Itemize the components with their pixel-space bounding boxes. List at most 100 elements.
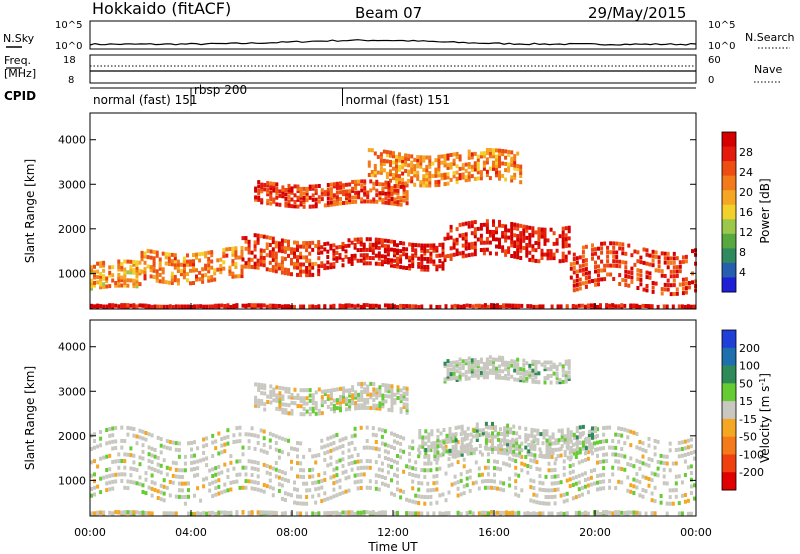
- heatmap-cell: [156, 435, 160, 440]
- heatmap-cell: [217, 484, 221, 489]
- heatmap-cell: [272, 392, 276, 397]
- heatmap-cell: [314, 184, 318, 189]
- heatmap-cell: [231, 259, 235, 264]
- heatmap-cell: [513, 233, 517, 238]
- heatmap-cell: [401, 171, 405, 176]
- heatmap-cell: [360, 389, 364, 394]
- heatmap-cell: [257, 191, 261, 196]
- heatmap-cell: [117, 510, 121, 515]
- heatmap-cell: [241, 485, 245, 490]
- heatmap-cell: [383, 482, 387, 487]
- heatmap-cell: [262, 483, 266, 487]
- heatmap-cell: [580, 459, 584, 464]
- heatmap-cell: [114, 472, 118, 477]
- heatmap-cell: [259, 448, 263, 453]
- heatmap-cell: [132, 268, 136, 273]
- heatmap-cell: [484, 446, 488, 451]
- heatmap-cell: [641, 494, 645, 499]
- heatmap-cell: [528, 363, 532, 368]
- heatmap-cell: [410, 160, 414, 165]
- heatmap-cell: [569, 430, 573, 435]
- heatmap-cell: [443, 258, 447, 263]
- heatmap-cell: [510, 239, 514, 244]
- heatmap-cell: [629, 489, 633, 494]
- heatmap-cell: [108, 284, 112, 289]
- heatmap-cell: [365, 510, 369, 515]
- heatmap-cell: [311, 204, 315, 209]
- heatmap-cell: [155, 275, 159, 280]
- heatmap-cell: [105, 488, 109, 493]
- heatmap-cell: [348, 404, 352, 409]
- heatmap-cell: [620, 303, 624, 308]
- heatmap-cell: [332, 254, 336, 258]
- heatmap-cell: [341, 510, 345, 515]
- heatmap-cell: [407, 163, 411, 168]
- heatmap-cell: [381, 198, 385, 203]
- noise-left-label: N.Sky: [3, 32, 35, 45]
- heatmap-cell: [408, 451, 412, 456]
- heatmap-cell: [335, 201, 339, 206]
- heatmap-cell: [540, 234, 544, 239]
- heatmap-cell: [308, 269, 312, 274]
- heatmap-cell: [387, 189, 391, 194]
- heatmap-cell: [657, 268, 661, 273]
- heatmap-cell: [464, 168, 468, 173]
- heatmap-cell: [544, 495, 548, 499]
- heatmap-cell: [339, 405, 342, 410]
- heatmap-cell: [548, 441, 552, 446]
- heatmap-cell: [99, 476, 103, 481]
- heatmap-cell: [566, 455, 570, 460]
- heatmap-cell: [577, 303, 581, 308]
- heatmap-cell: [617, 453, 621, 458]
- heatmap-cell: [171, 305, 175, 309]
- heatmap-cell: [597, 269, 600, 273]
- heatmap-cell: [499, 447, 502, 452]
- heatmap-cell: [266, 201, 270, 206]
- heatmap-cell: [411, 304, 415, 309]
- heatmap-cell: [326, 450, 330, 455]
- heatmap-cell: [414, 493, 418, 498]
- heatmap-cell: [305, 193, 309, 198]
- heatmap-cell: [506, 439, 510, 444]
- heatmap-cell: [335, 258, 339, 263]
- heatmap-cell: [152, 259, 156, 264]
- heatmap-cell: [486, 304, 490, 309]
- heatmap-cell: [681, 277, 685, 282]
- heatmap-cell: [90, 265, 93, 270]
- heatmap-cell: [684, 286, 688, 291]
- heatmap-cell: [650, 498, 654, 503]
- heatmap-cell: [323, 247, 327, 252]
- heatmap-cell: [488, 176, 492, 181]
- heatmap-cell: [350, 461, 354, 465]
- heatmap-cell: [296, 494, 299, 499]
- heatmap-cell: [603, 263, 607, 268]
- heatmap-cell: [354, 393, 358, 397]
- heatmap-cell: [211, 467, 215, 472]
- heatmap-cell: [405, 386, 409, 391]
- colorbar-swatch: [722, 365, 736, 384]
- heatmap-cell: [462, 304, 466, 309]
- heatmap-cell: [293, 265, 296, 270]
- heatmap-cell: [296, 454, 299, 459]
- heatmap-cell: [347, 238, 351, 243]
- heatmap-cell: [168, 446, 172, 451]
- heatmap-cell: [636, 250, 640, 255]
- colorbar-tick-label: 16: [739, 206, 753, 219]
- heatmap-cell: [359, 425, 363, 430]
- heatmap-cell: [558, 259, 562, 264]
- heatmap-cell: [156, 455, 160, 460]
- heatmap-cell: [170, 271, 174, 276]
- heatmap-cell: [600, 277, 604, 282]
- heatmap-cell: [296, 195, 300, 200]
- heatmap-cell: [281, 185, 285, 190]
- heatmap-cell: [526, 470, 530, 475]
- heatmap-cell: [460, 446, 464, 451]
- heatmap-cell: [283, 491, 287, 496]
- heatmap-cell: [353, 243, 357, 247]
- heatmap-cell: [502, 510, 506, 515]
- heatmap-cell: [578, 425, 582, 430]
- heatmap-cell: [183, 461, 187, 466]
- heatmap-cell: [473, 151, 477, 156]
- heatmap-cell: [111, 273, 115, 278]
- heatmap-cell: [332, 256, 336, 261]
